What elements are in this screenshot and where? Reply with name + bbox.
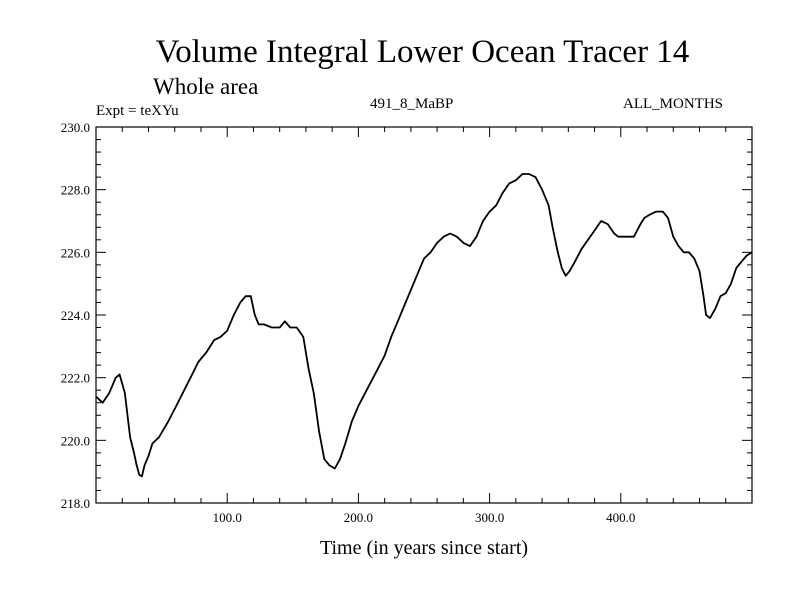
axis-tick-labels: 100.0 200.0 300.0 400.0 218.0 220.0 222.0 224.0… (61, 120, 636, 525)
y-tick-label: 222.0 (61, 371, 90, 386)
x-tick-label: 100.0 (213, 510, 242, 525)
y-tick-label: 224.0 (61, 308, 90, 323)
y-tick-label: 230.0 (61, 120, 90, 135)
months-label: ALL_MONTHS (623, 96, 723, 112)
y-tick-label: 226.0 (61, 245, 90, 260)
y-tick-label: 228.0 (61, 183, 90, 198)
chart-subtitle: Whole area (153, 74, 259, 99)
x-tick-label: 200.0 (344, 510, 373, 525)
y-tick-label: 218.0 (61, 496, 90, 511)
plot-frame (95, 126, 753, 504)
chart-title: Volume Integral Lower Ocean Tracer 14 (155, 34, 690, 70)
series-line (95, 173, 753, 478)
x-tick-label: 300.0 (475, 510, 504, 525)
axis-ticks (96, 127, 752, 503)
x-tick-label: 400.0 (606, 510, 635, 525)
x-axis-label: Time (in years since start) (319, 537, 529, 559)
y-tick-label: 220.0 (61, 433, 90, 448)
experiment-label: Expt = teXYu (96, 103, 179, 119)
run-id-label: 491_8_MaBP (370, 96, 454, 112)
